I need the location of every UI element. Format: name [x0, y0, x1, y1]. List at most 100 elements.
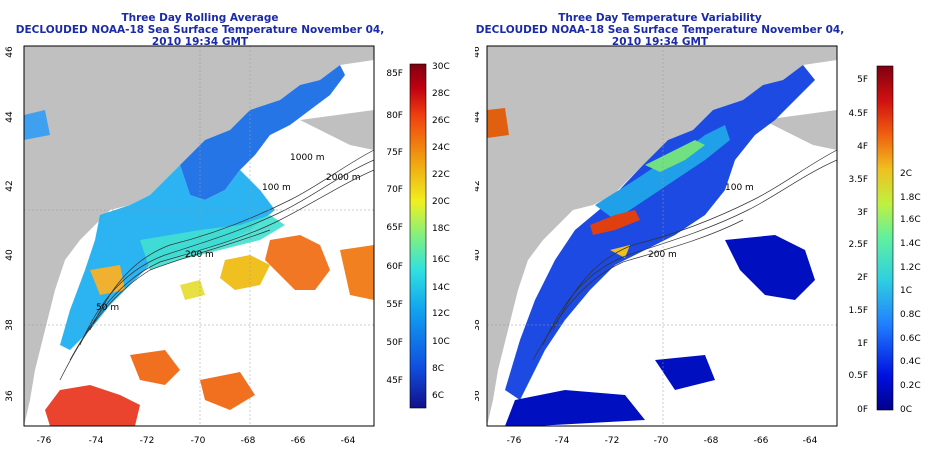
right-cbar-c: 1.4C	[900, 239, 921, 249]
left-x-tick: -76	[37, 436, 52, 446]
right-y-axis: 36 38 40 42 44 46	[475, 46, 482, 402]
right-cbar-f: 5F	[857, 75, 868, 85]
right-cbar-c: 1.2C	[900, 263, 921, 273]
left-cbar-c: 12C	[432, 309, 450, 319]
left-sst-warm-south	[45, 385, 140, 426]
right-cbar-c: 1.8C	[900, 193, 921, 203]
left-title: Three Day Rolling Average DECLOUDED NOAA…	[0, 12, 400, 48]
right-title-line1: Three Day Temperature Variability	[558, 12, 762, 24]
right-x-tick: -70	[654, 436, 669, 446]
right-y-tick: 36	[475, 390, 482, 402]
right-cbar-f: 4.5F	[849, 109, 869, 119]
left-sst-cold	[180, 65, 345, 200]
right-colorbar-f-labels: 5F 4.5F 4F 3.5F 3F 2.5F 2F 1.5F 1F 0.5F …	[849, 75, 869, 415]
left-sst-cyan	[140, 215, 285, 270]
right-cbar-f: 3.5F	[849, 175, 869, 185]
right-y-tick: 44	[475, 111, 482, 123]
left-cbar-f: 65F	[386, 223, 403, 233]
left-cbar-f: 85F	[386, 69, 403, 79]
left-x-tick: -64	[341, 436, 356, 446]
right-x-tick: -68	[704, 436, 719, 446]
left-contour-label-50: 50 m	[96, 303, 119, 313]
left-cbar-c: 10C	[432, 337, 450, 347]
right-colorbar	[876, 65, 894, 411]
right-contour-label-100: 100 m	[725, 183, 754, 193]
right-cbar-f: 3F	[857, 208, 868, 218]
left-colorbar	[409, 63, 427, 409]
left-cbar-c: 22C	[432, 170, 450, 180]
right-cbar-c: 0C	[900, 405, 912, 415]
right-y-tick: 42	[475, 180, 482, 191]
left-cbar-c: 18C	[432, 224, 450, 234]
right-var-shelf	[505, 65, 815, 400]
right-y-tick: 38	[475, 319, 482, 331]
left-colorbar-c-labels: 30C 28C 26C 24C 22C 20C 18C 16C 14C 12C …	[432, 62, 450, 401]
left-contour-label-1000: 1000 m	[290, 153, 325, 163]
right-colorbar-c-labels: 2C 1.8C 1.6C 1.4C 1.2C 1C 0.8C 0.6C 0.4C…	[900, 169, 921, 415]
left-title-line1: Three Day Rolling Average	[121, 12, 279, 24]
left-title-line2: DECLOUDED NOAA-18 Sea Surface Temperatur…	[15, 24, 385, 48]
left-contour-label-200: 200 m	[185, 250, 214, 260]
left-colorbar-f-labels: 85F 80F 75F 70F 65F 60F 55F 50F 45F	[386, 69, 403, 386]
left-cbar-f: 55F	[386, 300, 403, 310]
left-y-axis: 36 38 40 42 44 46	[5, 46, 15, 402]
left-contour-label-100: 100 m	[262, 183, 291, 193]
left-x-tick: -66	[291, 436, 306, 446]
right-x-axis: -76 -74 -72 -70 -68 -66 -64	[507, 436, 818, 446]
left-cbar-c: 20C	[432, 197, 450, 207]
left-cbar-c: 28C	[432, 89, 450, 99]
left-cbar-f: 60F	[386, 262, 403, 272]
left-cbar-f: 70F	[386, 185, 403, 195]
left-cbar-f: 75F	[386, 148, 403, 158]
right-land	[487, 46, 837, 426]
left-sst-warm-gulfstream	[265, 235, 330, 290]
left-x-tick: -72	[140, 436, 155, 446]
left-cbar-f: 50F	[386, 338, 403, 348]
right-y-tick: 40	[475, 249, 482, 261]
left-cbar-c: 16C	[432, 255, 450, 265]
left-cbar-c: 6C	[432, 391, 444, 401]
left-y-tick: 44	[5, 111, 15, 123]
right-title-line2: DECLOUDED NOAA-18 Sea Surface Temperatur…	[475, 24, 845, 48]
left-contour-label-2000: 2000 m	[326, 173, 361, 183]
right-cbar-f: 2.5F	[849, 240, 869, 250]
left-cbar-c: 24C	[432, 143, 450, 153]
left-x-axis: -76 -74 -72 -70 -68 -66 -64	[37, 436, 356, 446]
left-cbar-c: 14C	[432, 283, 450, 293]
right-cbar-c: 0.4C	[900, 357, 921, 367]
right-cbar-f: 0.5F	[849, 371, 869, 381]
right-y-tick: 46	[475, 46, 482, 58]
right-map-panel: 100 m 200 m -76 -74 -72 -70 -68 -66 -64 …	[475, 45, 921, 446]
right-cbar-c: 2C	[900, 169, 912, 179]
left-y-tick: 38	[5, 319, 15, 331]
left-land	[24, 46, 374, 426]
right-x-tick: -76	[507, 436, 522, 446]
right-cbar-c: 1C	[900, 286, 912, 296]
right-title: Three Day Temperature Variability DECLOU…	[460, 12, 860, 48]
left-cbar-f: 45F	[386, 376, 403, 386]
right-cbar-f: 0F	[857, 405, 868, 415]
left-cbar-c: 30C	[432, 62, 450, 72]
left-x-tick: -74	[89, 436, 104, 446]
right-x-tick: -66	[754, 436, 769, 446]
right-cbar-f: 2F	[857, 273, 868, 283]
left-cbar-f: 80F	[386, 111, 403, 121]
left-x-tick: -70	[191, 436, 206, 446]
right-cbar-f: 1F	[857, 339, 868, 349]
right-cbar-c: 0.6C	[900, 334, 921, 344]
right-cbar-c: 0.8C	[900, 310, 921, 320]
right-cbar-c: 1.6C	[900, 215, 921, 225]
left-map-panel: 100 m 2000 m 200 m 1000 m 50 m -76 -74 -…	[5, 45, 450, 446]
right-cbar-c: 0.2C	[900, 381, 921, 391]
left-y-tick: 46	[5, 46, 15, 58]
right-contour-label-200: 200 m	[648, 250, 677, 260]
left-y-tick: 42	[5, 180, 15, 191]
left-map-area	[24, 46, 374, 426]
left-cbar-c: 8C	[432, 364, 444, 374]
right-map-area	[487, 46, 837, 426]
right-cbar-f: 1.5F	[849, 306, 869, 316]
left-contours	[59, 149, 374, 381]
right-contours	[532, 149, 837, 361]
right-cbar-f: 4F	[857, 142, 868, 152]
left-y-tick: 40	[5, 249, 15, 261]
